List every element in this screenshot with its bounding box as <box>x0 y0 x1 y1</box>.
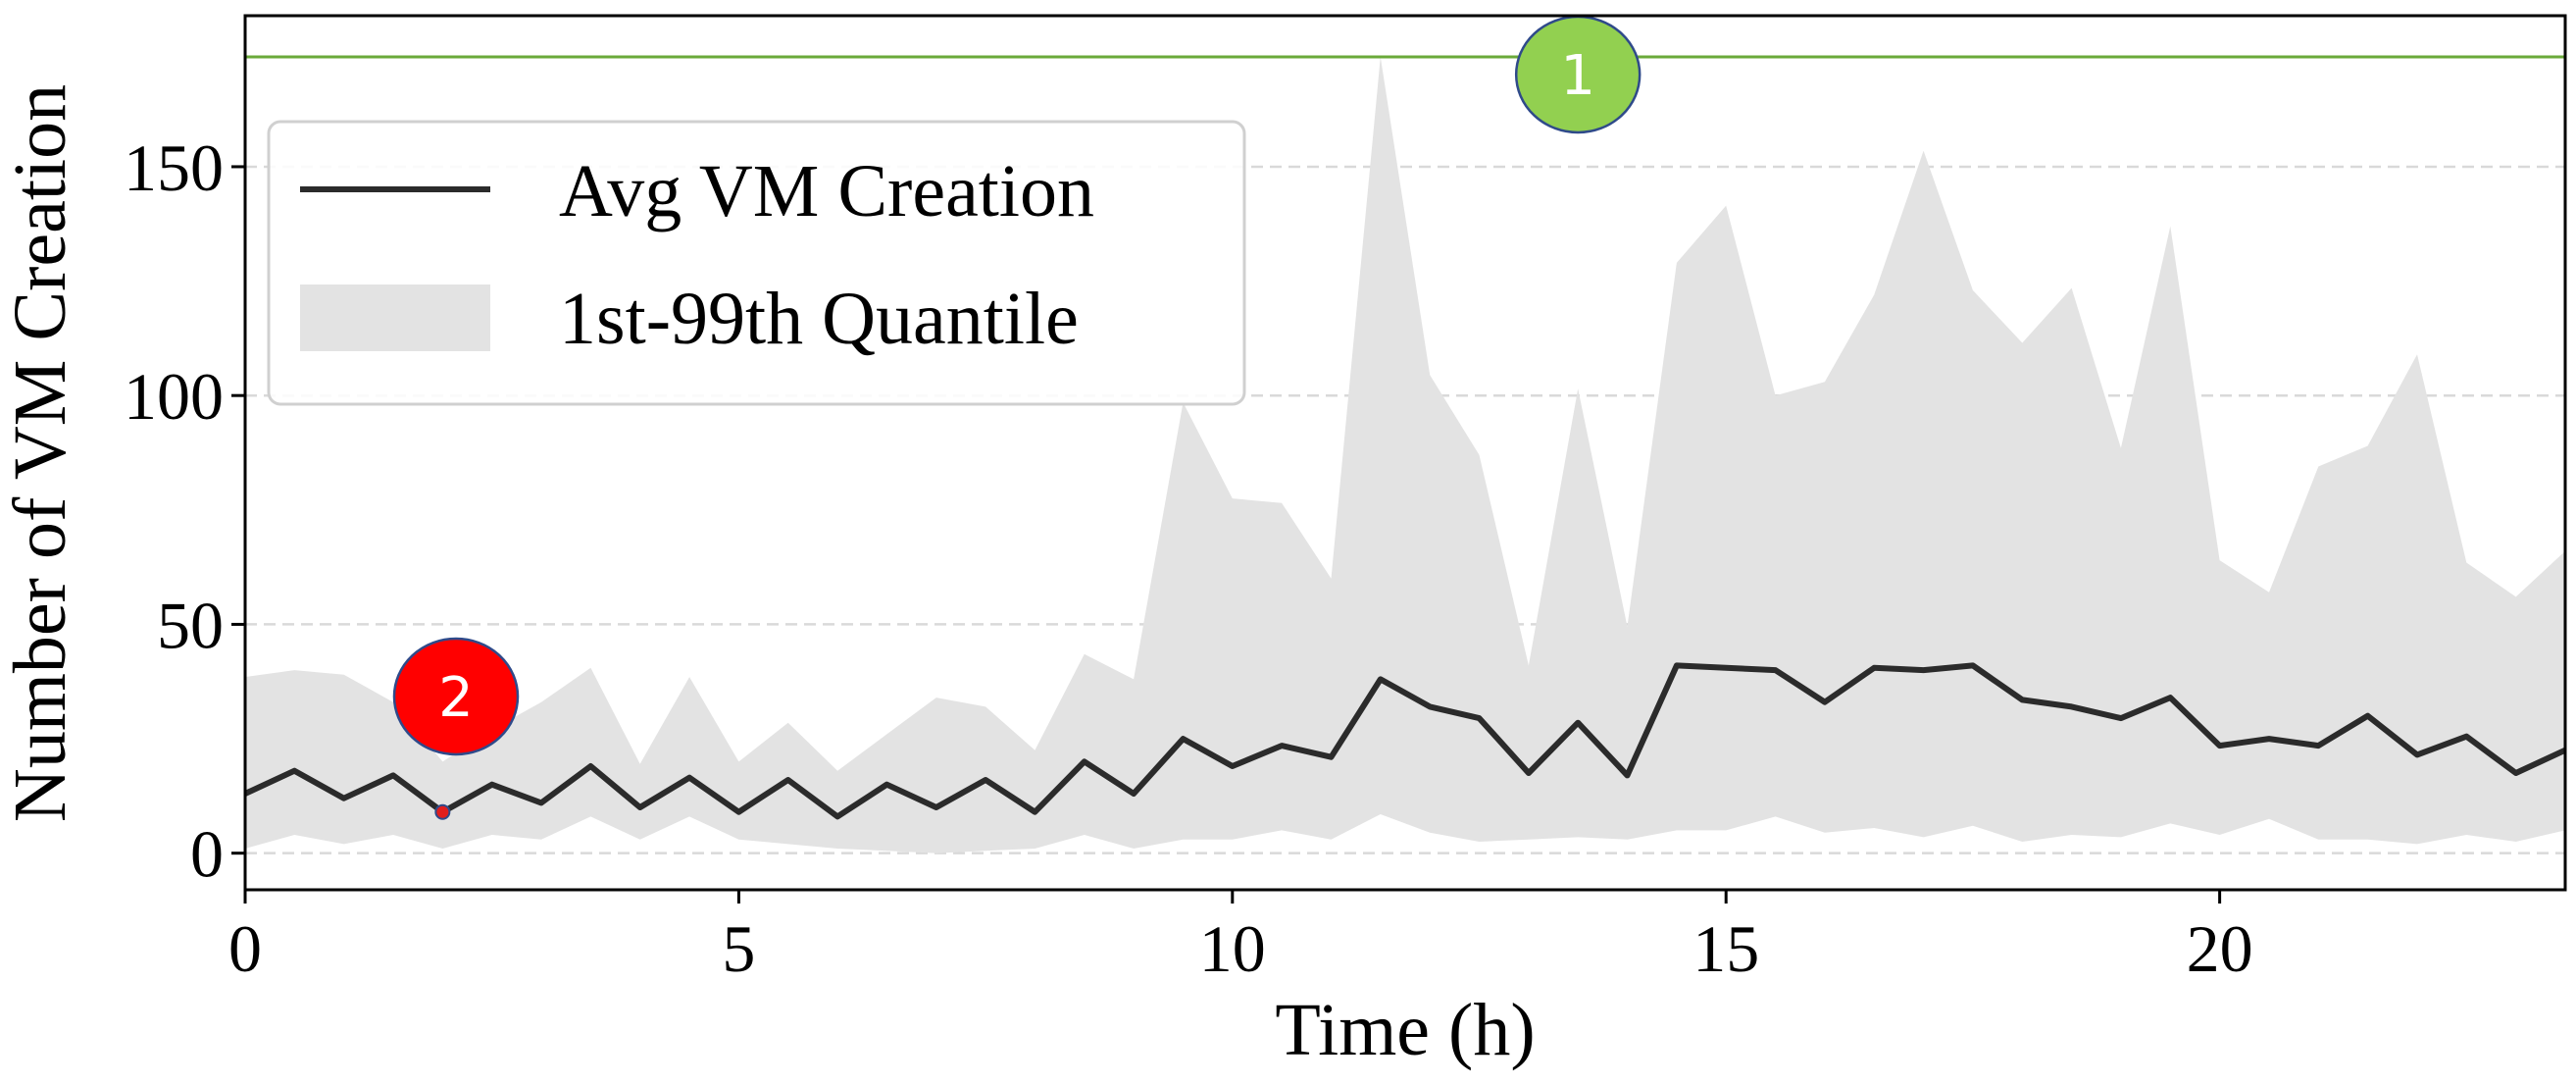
legend: Avg VM Creation 1st-99th Quantile <box>267 120 1246 406</box>
avg-line-layer <box>243 662 2567 820</box>
x-tick-label-0: 0 <box>228 911 262 986</box>
axis-ticks: 0 5 10 15 20 0 50 100 150 <box>124 130 2253 986</box>
x-axis-label: Time (h) <box>1275 989 1535 1071</box>
y-tick-label-1: 50 <box>157 588 224 662</box>
x-tick-label-1: 5 <box>722 911 755 986</box>
quantile-band-area <box>245 57 2565 853</box>
x-tick-label-4: 20 <box>2187 911 2253 986</box>
y-tick-label-0: 0 <box>190 817 224 892</box>
plot-frame <box>243 14 2567 892</box>
y-tick-label-3: 150 <box>124 130 224 205</box>
min-point-dot <box>434 803 451 820</box>
y-tick-label-2: 100 <box>124 359 224 434</box>
x-tick-label-2: 10 <box>1199 911 1266 986</box>
legend-label-avg: Avg VM Creation <box>559 150 1094 232</box>
annotation-label-2: 2 <box>438 666 474 730</box>
x-tick-label-3: 15 <box>1692 911 1759 986</box>
annotation-label-1: 1 <box>1560 44 1595 108</box>
annotation-layer: 12 <box>245 15 2565 820</box>
legend-area-swatch <box>300 284 490 351</box>
avg-vm-creation-line <box>243 662 2567 820</box>
legend-label-quantile: 1st-99th Quantile <box>559 278 1079 360</box>
annotation-marker-2 <box>392 637 520 756</box>
quantile-area-layer <box>245 57 2565 853</box>
y-axis-label: Number of VM Creation <box>0 84 81 822</box>
legend-box <box>267 120 1246 406</box>
